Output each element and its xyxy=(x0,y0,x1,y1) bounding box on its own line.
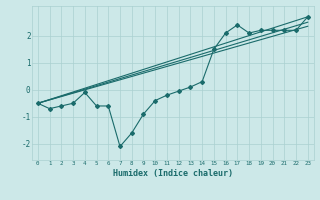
X-axis label: Humidex (Indice chaleur): Humidex (Indice chaleur) xyxy=(113,169,233,178)
